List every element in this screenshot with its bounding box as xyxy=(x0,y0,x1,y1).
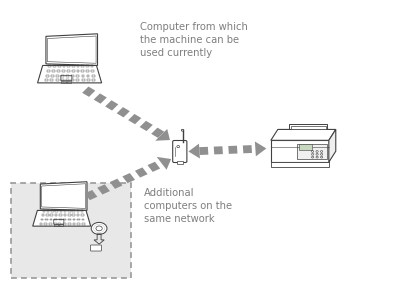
Polygon shape xyxy=(271,129,336,140)
Polygon shape xyxy=(291,126,326,129)
Polygon shape xyxy=(128,114,141,124)
Text: Additional
computers on the
same network: Additional computers on the same network xyxy=(144,188,233,224)
Polygon shape xyxy=(135,168,148,178)
Circle shape xyxy=(96,226,102,231)
Polygon shape xyxy=(46,34,98,65)
Polygon shape xyxy=(41,184,86,208)
Polygon shape xyxy=(271,162,329,167)
Polygon shape xyxy=(214,146,223,155)
Text: Computer from which
the machine can be
used currently: Computer from which the machine can be u… xyxy=(141,22,248,58)
Polygon shape xyxy=(243,145,252,153)
Polygon shape xyxy=(117,107,130,117)
Polygon shape xyxy=(38,65,102,83)
FancyBboxPatch shape xyxy=(11,183,131,278)
Polygon shape xyxy=(105,100,118,111)
Polygon shape xyxy=(94,93,107,104)
Polygon shape xyxy=(151,128,164,138)
Polygon shape xyxy=(140,121,153,131)
Polygon shape xyxy=(82,87,95,97)
Polygon shape xyxy=(110,179,122,189)
Polygon shape xyxy=(199,147,208,155)
FancyBboxPatch shape xyxy=(90,245,102,251)
Polygon shape xyxy=(47,36,96,63)
FancyBboxPatch shape xyxy=(173,141,187,162)
Polygon shape xyxy=(188,144,200,158)
Polygon shape xyxy=(97,184,110,195)
Polygon shape xyxy=(40,182,87,210)
Polygon shape xyxy=(147,162,160,172)
Polygon shape xyxy=(33,210,91,226)
FancyBboxPatch shape xyxy=(297,144,327,159)
Polygon shape xyxy=(255,142,266,156)
Polygon shape xyxy=(329,129,336,162)
Circle shape xyxy=(181,129,184,131)
FancyBboxPatch shape xyxy=(299,145,312,150)
Polygon shape xyxy=(155,129,170,141)
Polygon shape xyxy=(85,190,97,200)
FancyBboxPatch shape xyxy=(177,161,182,164)
Polygon shape xyxy=(122,173,135,183)
Circle shape xyxy=(91,222,107,235)
Polygon shape xyxy=(157,157,171,170)
Polygon shape xyxy=(271,140,329,162)
Polygon shape xyxy=(228,146,237,154)
Polygon shape xyxy=(290,124,327,129)
